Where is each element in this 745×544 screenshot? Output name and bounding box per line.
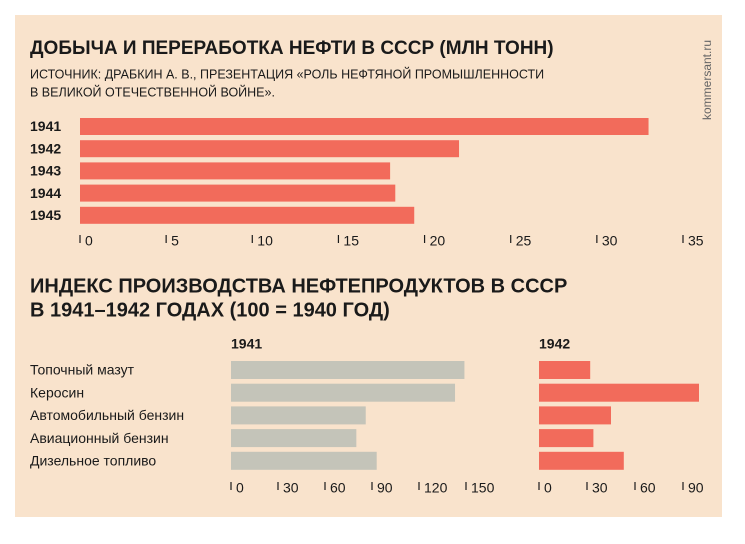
bar [80,184,396,202]
category-label: 1943 [30,163,61,179]
x-tick-label: 60 [330,480,346,496]
x-tick-label: 25 [516,233,532,249]
bar [539,429,594,448]
bar [80,162,391,180]
x-tick-label: 150 [471,480,495,496]
bar [231,383,456,402]
x-tick-label: 30 [283,480,299,496]
bar [80,140,460,158]
bar [231,361,465,379]
bar [539,383,699,402]
category-label: Дизельное топливо [30,453,156,469]
x-tick-label: 90 [377,480,393,496]
category-label: 1945 [30,207,61,223]
category-label: Авиационный бензин [30,430,169,446]
subtitle: ИСТОЧНИК: ДРАБКИН А. В., ПРЕЗЕНТАЦИЯ «РО… [30,66,544,81]
x-tick-label: 120 [424,480,448,496]
category-label: 1944 [30,185,61,201]
bar [539,406,611,425]
chart-title: В 1941–1942 ГОДАХ (100 = 1940 ГОД) [30,299,390,321]
chart-title: ИНДЕКС ПРОИЗВОДСТВА НЕФТЕПРОДУКТОВ В ССС… [30,275,567,297]
category-label: Автомобильный бензин [30,407,184,423]
background [15,15,722,517]
x-tick-label: 0 [236,480,244,496]
x-tick-label: 10 [257,233,273,249]
chart-title: ДОБЫЧА И ПЕРЕРАБОТКА НЕФТИ В СССР (МЛН Т… [30,38,554,59]
x-tick-label: 60 [640,480,656,496]
x-tick-label: 30 [592,480,608,496]
x-tick-label: 20 [430,233,446,249]
x-tick-label: 5 [171,233,179,249]
category-label: Керосин [30,384,84,400]
category-label: Топочный мазут [30,362,135,378]
category-label: 1942 [30,140,61,156]
bar [539,361,591,379]
category-label: 1941 [30,118,61,134]
panel-label: 1941 [231,336,262,352]
subtitle: В ВЕЛИКОЙ ОТЕЧЕСТВЕННОЙ ВОЙНЕ». [30,84,275,99]
bar [231,429,357,448]
panel-label: 1942 [539,336,570,352]
x-tick-label: 90 [688,480,704,496]
x-tick-label: 30 [602,233,618,249]
bar [231,451,377,470]
x-tick-label: 15 [343,233,359,249]
bar [231,406,366,425]
x-tick-label: 0 [85,233,93,249]
x-tick-label: 0 [544,480,552,496]
bar [80,206,415,224]
bar [539,451,624,470]
watermark: kommersant.ru [700,40,714,120]
bar [80,118,649,135]
x-tick-label: 35 [688,233,704,249]
